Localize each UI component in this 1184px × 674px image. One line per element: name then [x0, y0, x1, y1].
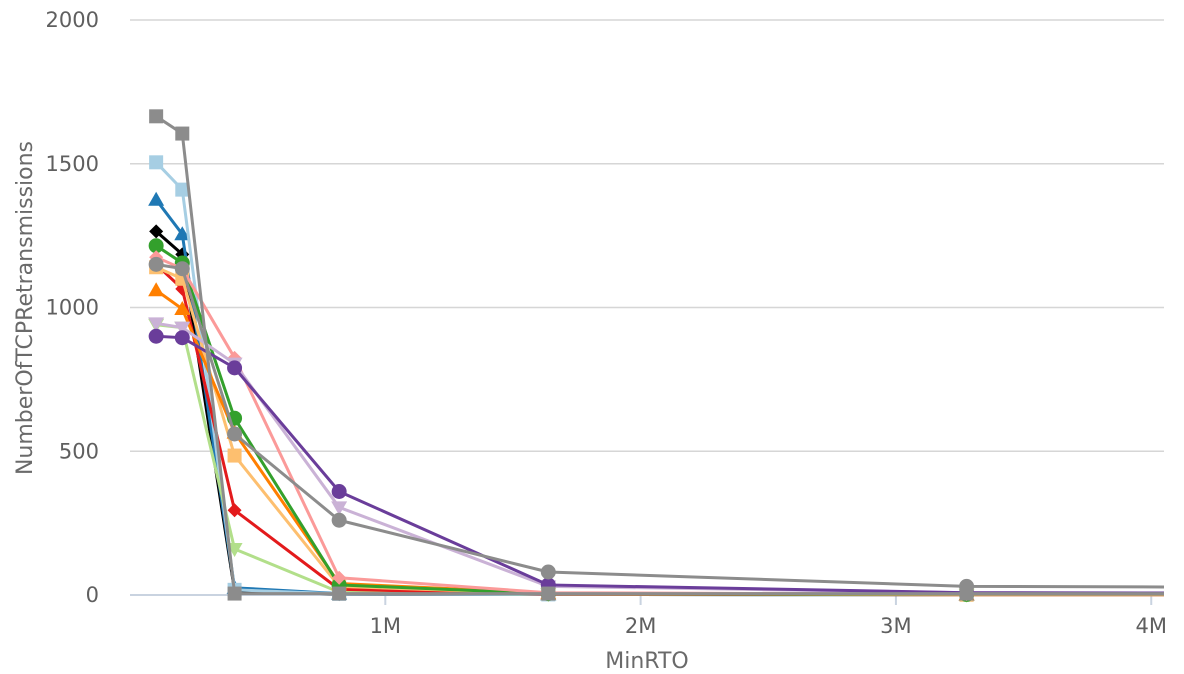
series-line: [155, 244, 1164, 596]
x-tick-label: 4M: [1135, 614, 1166, 638]
y-tick-label: 500: [59, 439, 99, 463]
data-point: [175, 182, 190, 197]
series-12: [149, 109, 1164, 601]
data-point: [331, 512, 347, 528]
data-point: [541, 586, 556, 601]
series-layer: [148, 109, 1165, 603]
data-point: [148, 317, 165, 332]
data-point: [227, 360, 243, 376]
data-point: [148, 282, 165, 297]
data-point: [540, 564, 556, 580]
series-line: [155, 115, 1164, 596]
data-point: [149, 224, 164, 239]
series-6: [148, 282, 1164, 601]
data-point: [174, 300, 191, 315]
x-tick-label: 2M: [625, 614, 656, 638]
x-axis-ticks: 1M 2M 3M 4M: [370, 595, 1167, 638]
data-point: [148, 256, 164, 272]
series-7: [148, 238, 1164, 602]
data-point: [331, 484, 347, 499]
data-point: [174, 226, 191, 241]
series-4: [149, 257, 1164, 602]
series-5: [149, 260, 1164, 602]
series-11: [148, 256, 1165, 594]
y-tick-label: 1500: [46, 152, 99, 176]
series-2: [149, 155, 1164, 602]
x-tick-label: 1M: [370, 614, 401, 638]
data-point: [227, 503, 242, 518]
series-line: [155, 230, 1164, 597]
series-line: [155, 161, 1164, 597]
series-line: [155, 323, 1164, 597]
data-point: [148, 238, 164, 254]
x-axis-title: MinRTO: [605, 649, 688, 674]
data-point: [148, 328, 164, 344]
data-point: [149, 109, 164, 124]
data-point: [227, 448, 242, 463]
data-point: [227, 426, 243, 442]
series-8: [149, 250, 1164, 602]
data-point: [175, 126, 190, 141]
data-point: [332, 586, 347, 601]
data-point: [174, 330, 190, 346]
series-0: [149, 224, 1164, 602]
data-point: [149, 155, 164, 170]
data-point: [332, 570, 347, 585]
y-axis-title: NumberOfTCPRetransmissions: [13, 141, 38, 475]
data-point: [174, 321, 191, 336]
y-axis-ticks: 0 500 1000 1500 2000: [46, 8, 99, 607]
gridlines: [130, 19, 1164, 596]
data-point: [331, 501, 348, 516]
data-point: [227, 586, 242, 601]
data-point: [148, 191, 165, 206]
series-line: [155, 321, 1165, 595]
data-point: [174, 261, 190, 277]
series-line: [155, 265, 1164, 597]
x-tick-label: 3M: [880, 614, 911, 638]
y-tick-label: 1000: [46, 296, 99, 320]
data-point: [959, 586, 974, 601]
y-tick-label: 2000: [46, 8, 99, 32]
y-tick-label: 0: [86, 583, 99, 607]
